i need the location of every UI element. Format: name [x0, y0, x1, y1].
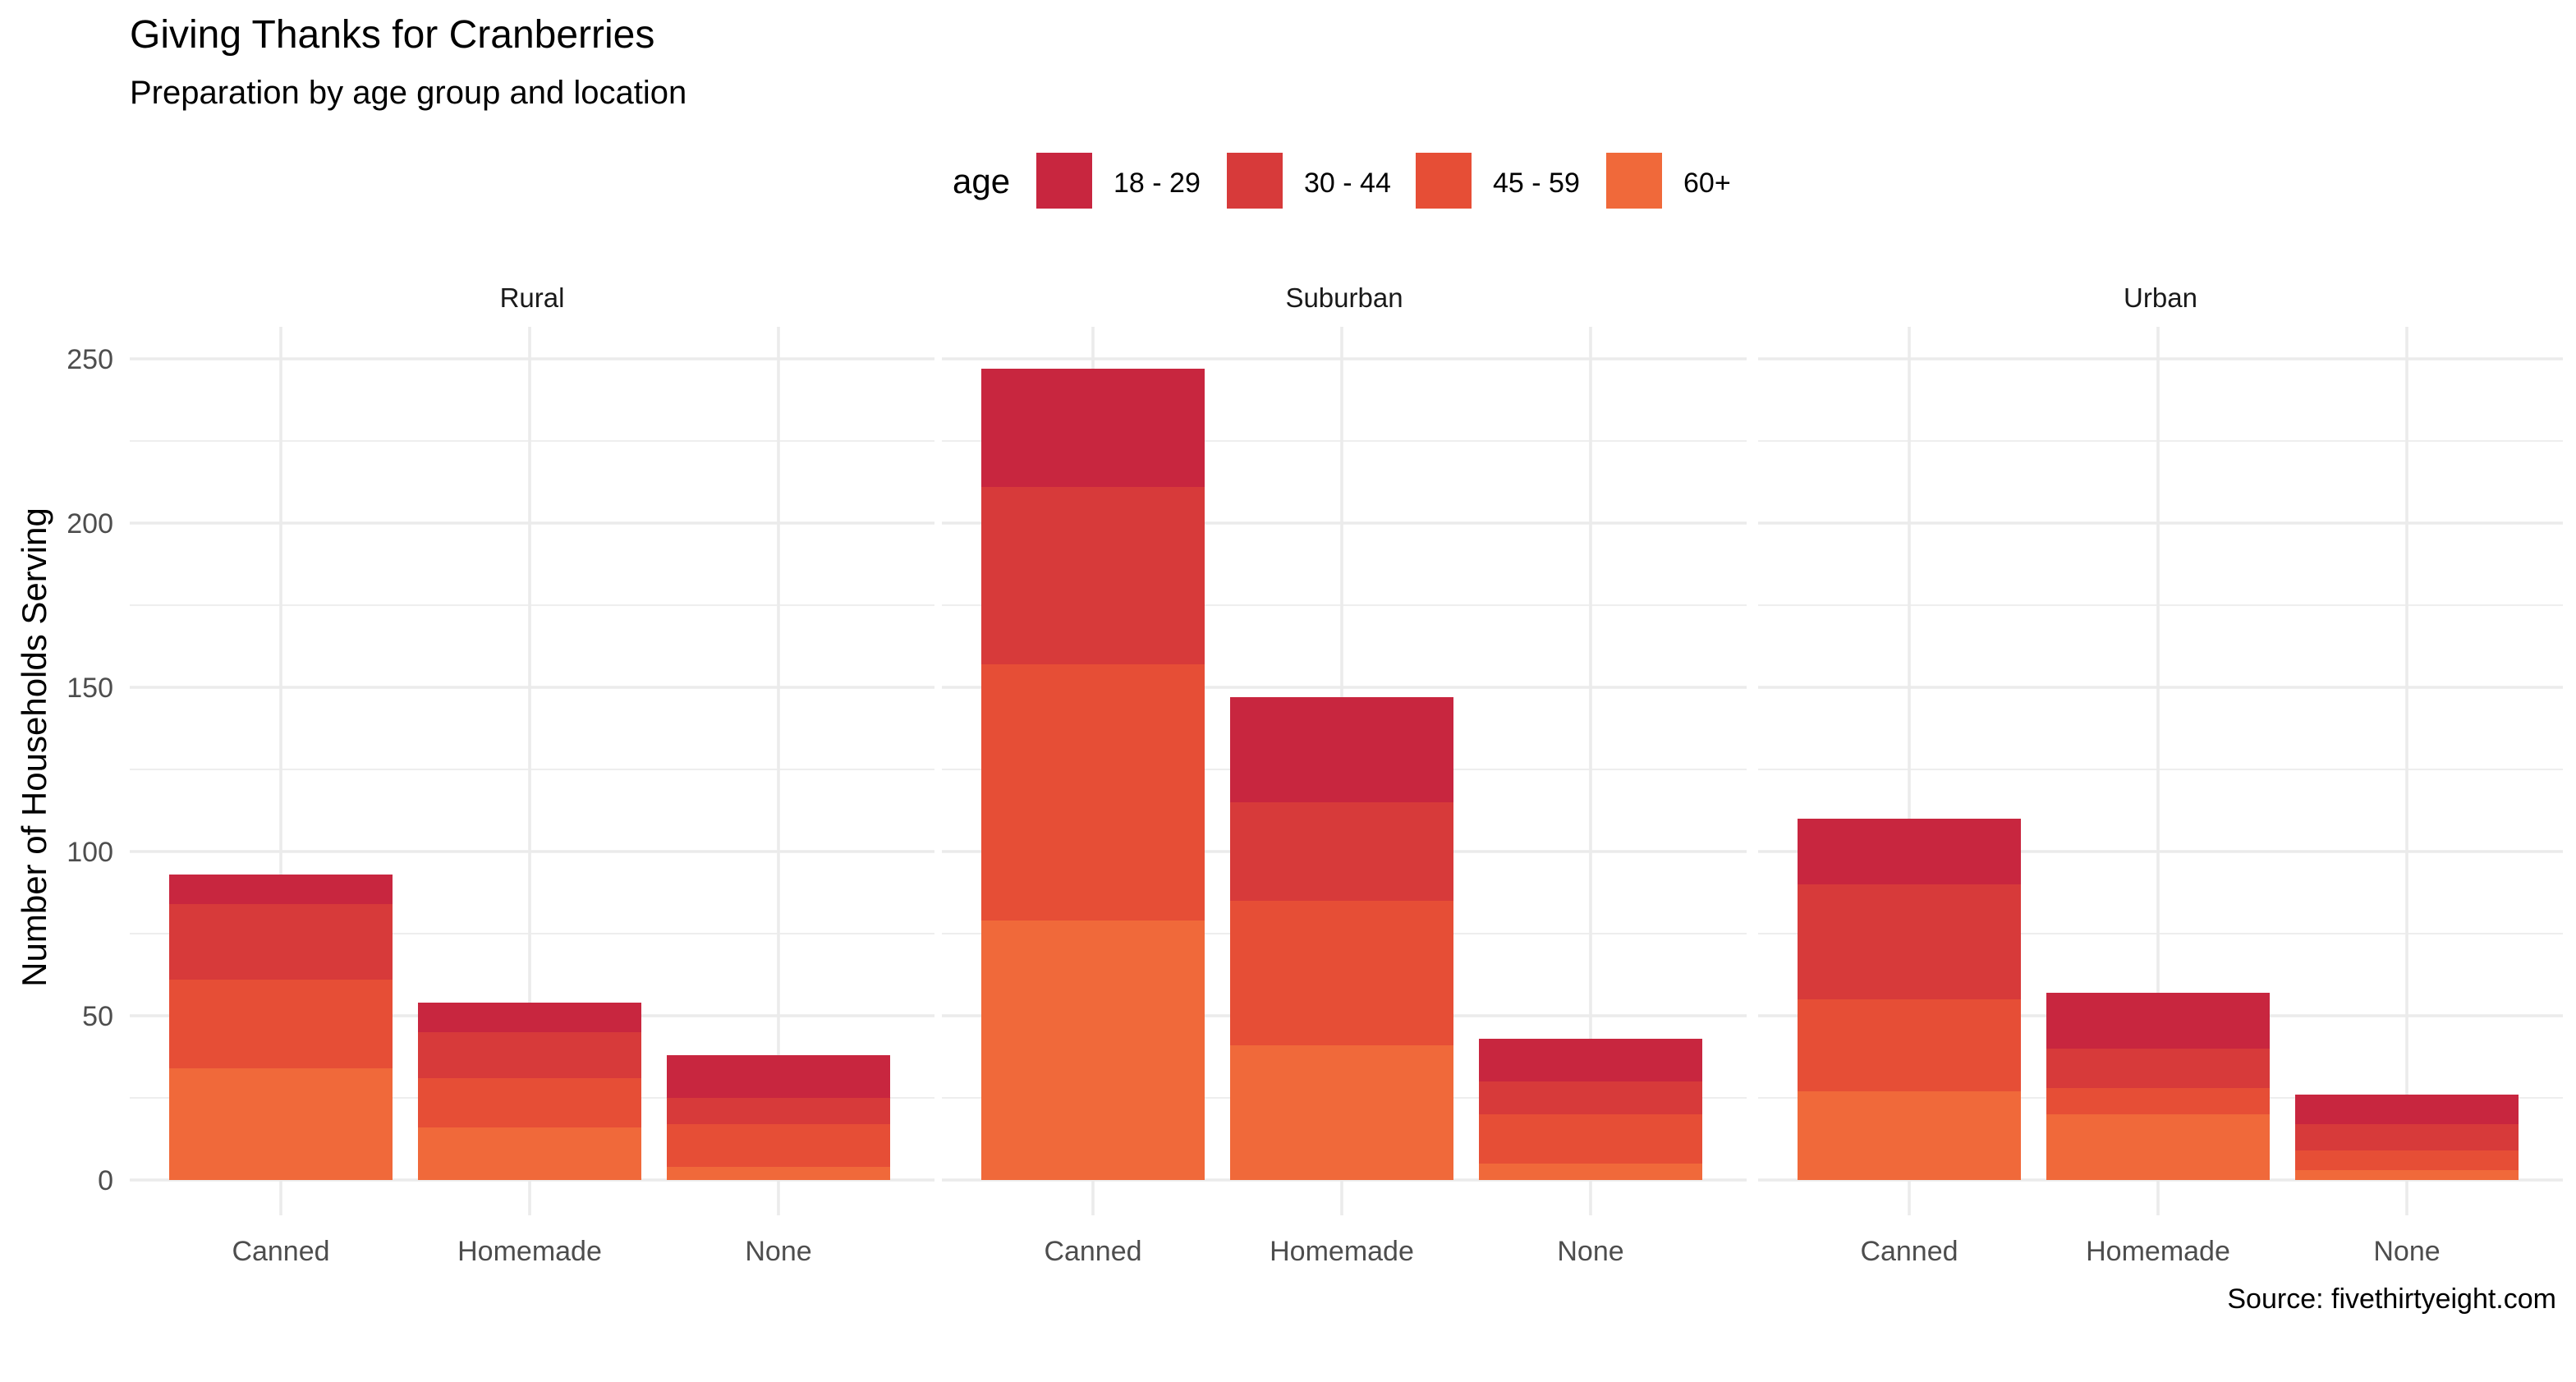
bar-segment-1829	[1798, 819, 2021, 884]
x-tick-label: Canned	[232, 1236, 329, 1267]
panel-urban: Urban Canned Homemade None	[1758, 282, 2563, 1267]
legend: age 18 - 29 30 - 44 45 - 59 60+	[953, 153, 1731, 209]
bar-segment-4559	[1479, 1114, 1702, 1164]
chart-subtitle: Preparation by age group and location	[130, 75, 686, 111]
bar-segment-60	[2295, 1170, 2519, 1180]
y-tick-label: 100	[67, 837, 113, 868]
bar-segment-3044	[2295, 1124, 2519, 1150]
bar-segment-60	[667, 1167, 890, 1180]
bar-segment-1829	[2046, 993, 2270, 1049]
legend-key-60	[1606, 153, 1662, 209]
bar-segment-60	[418, 1127, 641, 1180]
bar-segment-4559	[1798, 999, 2021, 1091]
bar-segment-4559	[1230, 901, 1453, 1045]
bar-segment-1829	[667, 1055, 890, 1098]
legend-label: 30 - 44	[1304, 168, 1391, 199]
bar-segment-60	[981, 921, 1205, 1180]
bar-segment-4559	[667, 1124, 890, 1167]
y-tick-label: 200	[67, 508, 113, 539]
bar-segment-3044	[981, 487, 1205, 664]
bar-segment-1829	[1479, 1039, 1702, 1081]
caption: Source: fivethirtyeight.com	[2227, 1283, 2556, 1315]
bar-segment-4559	[981, 664, 1205, 921]
x-tick-label: None	[1557, 1236, 1623, 1267]
bar-segment-1829	[981, 369, 1205, 487]
y-tick-label: 0	[98, 1165, 113, 1196]
bar-segment-4559	[418, 1078, 641, 1127]
y-tick-label: 250	[67, 344, 113, 375]
bar-segment-4559	[2295, 1150, 2519, 1170]
bar-segment-60	[1230, 1045, 1453, 1180]
legend-key-4559	[1416, 153, 1472, 209]
bar-segment-1829	[1230, 697, 1453, 802]
y-tick-label: 150	[67, 673, 113, 704]
x-tick-label: None	[2373, 1236, 2440, 1267]
facet-strip-label: Suburban	[1285, 282, 1403, 313]
legend-label: 60+	[1683, 168, 1731, 199]
y-tick-label: 50	[82, 1001, 113, 1032]
x-tick-label: Canned	[1044, 1236, 1141, 1267]
bar-segment-1829	[169, 875, 393, 904]
legend-title: age	[953, 162, 1010, 200]
x-tick-label: None	[745, 1236, 811, 1267]
bar-segment-3044	[2046, 1049, 2270, 1088]
x-tick-label: Canned	[1860, 1236, 1958, 1267]
facet-panels: Rural Canned Homemade None 0 50 100 150 200 250 Su…	[67, 282, 2563, 1267]
bar-segment-3044	[1479, 1081, 1702, 1114]
facet-strip-label: Rural	[500, 282, 565, 313]
bar-segment-3044	[169, 904, 393, 980]
bar-segment-4559	[169, 980, 393, 1068]
legend-key-1829	[1036, 153, 1092, 209]
bar-segment-60	[1479, 1164, 1702, 1180]
bar-segment-3044	[1798, 884, 2021, 999]
bar-segment-60	[2046, 1114, 2270, 1180]
bar-segment-60	[169, 1068, 393, 1180]
x-tick-label: Homemade	[1270, 1236, 1414, 1267]
panel-rural: Rural Canned Homemade None 0 50 100 150 200 250	[67, 282, 934, 1267]
facet-strip-label: Urban	[2124, 282, 2197, 313]
bar-segment-3044	[667, 1098, 890, 1124]
chart-title: Giving Thanks for Cranberries	[130, 13, 654, 57]
panel-suburban: Suburban Canned Homemade None	[942, 282, 1747, 1267]
bar-segment-1829	[418, 1003, 641, 1032]
legend-key-3044	[1227, 153, 1283, 209]
x-tick-label: Homemade	[2086, 1236, 2230, 1267]
bar-segment-60	[1798, 1091, 2021, 1180]
bar-segment-3044	[418, 1032, 641, 1078]
y-axis-label: Number of Households Serving	[15, 507, 53, 987]
legend-label: 18 - 29	[1114, 168, 1201, 199]
legend-label: 45 - 59	[1493, 168, 1580, 199]
x-tick-label: Homemade	[457, 1236, 602, 1267]
bar-segment-4559	[2046, 1088, 2270, 1114]
bar-segment-1829	[2295, 1095, 2519, 1124]
bar-segment-3044	[1230, 802, 1453, 901]
